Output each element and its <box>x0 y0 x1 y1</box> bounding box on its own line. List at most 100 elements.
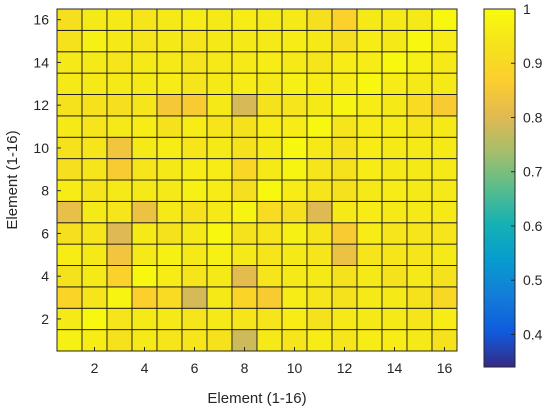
heatmap-cell <box>231 51 258 74</box>
heatmap-cell <box>406 307 433 331</box>
heatmap-cell <box>356 8 383 31</box>
heatmap-cell <box>431 200 458 224</box>
heatmap-cell <box>381 179 408 202</box>
y-tick-label: 8 <box>41 183 49 199</box>
y-axis-label: Element (1-16) <box>4 130 21 229</box>
heatmap-cell <box>281 158 308 181</box>
heatmap-cell <box>181 307 208 331</box>
heatmap-cell <box>181 179 208 202</box>
heatmap-cell <box>356 136 383 160</box>
colorbar-tick-label: 0.7 <box>523 164 543 180</box>
heatmap-cell <box>181 265 208 288</box>
heatmap-cell <box>306 72 333 95</box>
heatmap-cell <box>81 51 108 74</box>
heatmap-cell <box>206 72 233 95</box>
heatmap-cell <box>431 286 458 309</box>
heatmap-cell <box>206 222 233 245</box>
heatmap-cell <box>181 72 208 95</box>
heatmap-cell <box>231 265 258 288</box>
heatmap-cell <box>56 115 83 138</box>
heatmap-cell <box>156 51 183 74</box>
heatmap-cell <box>406 136 433 160</box>
heatmap-cell <box>131 29 158 53</box>
heatmap-cell <box>381 8 408 31</box>
heatmap-cell <box>156 29 183 53</box>
heatmap-cell <box>156 94 183 117</box>
heatmap-cell <box>381 158 408 181</box>
heatmap-cell <box>381 286 408 309</box>
heatmap-cell <box>181 200 208 224</box>
heatmap-cell <box>381 307 408 331</box>
x-tick-label: 6 <box>191 360 199 376</box>
heatmap-cell <box>206 51 233 74</box>
heatmap-cell <box>181 136 208 160</box>
heatmap-cell <box>331 51 358 74</box>
heatmap-cell <box>381 200 408 224</box>
heatmap-cell <box>331 29 358 53</box>
colorbar-tick-label: 0.8 <box>523 109 543 125</box>
heatmap-cell <box>231 29 258 53</box>
heatmap-cell <box>431 222 458 245</box>
heatmap-cell <box>306 94 333 117</box>
heatmap-cell <box>131 307 158 331</box>
heatmap-cell <box>106 72 133 95</box>
x-ticks: 2 4 6 8 10 12 14 16 <box>91 347 452 376</box>
heatmap-cell <box>256 222 283 245</box>
heatmap-cell <box>356 51 383 74</box>
heatmap-cell <box>356 329 383 352</box>
heatmap-cell <box>131 115 158 138</box>
heatmap-cell <box>156 72 183 95</box>
heatmap-cell <box>56 158 83 181</box>
heatmap-cell <box>356 243 383 266</box>
heatmap-cell <box>306 265 333 288</box>
heatmap-cell <box>206 329 233 352</box>
heatmap-cell <box>106 200 133 224</box>
heatmap-cell <box>81 265 108 288</box>
heatmap-cell <box>431 136 458 160</box>
heatmap-cell <box>331 179 358 202</box>
heatmap-cell <box>356 200 383 224</box>
heatmap-cell <box>431 265 458 288</box>
heatmap-cell <box>406 179 433 202</box>
heatmap-cell <box>256 243 283 266</box>
heatmap-cell <box>131 136 158 160</box>
heatmap-cell <box>206 94 233 117</box>
heatmap-cell <box>256 307 283 331</box>
heatmap-cell <box>181 115 208 138</box>
heatmap-cell <box>81 94 108 117</box>
heatmap-cell <box>56 72 83 95</box>
colorbar-tick-label: 0.9 <box>523 55 543 71</box>
heatmap-cell <box>281 51 308 74</box>
heatmap-cell <box>106 51 133 74</box>
heatmap-cell <box>281 8 308 31</box>
heatmap-cell <box>156 115 183 138</box>
x-tick-label: 10 <box>287 360 303 376</box>
heatmap-cell <box>381 72 408 95</box>
heatmap-cell <box>431 94 458 117</box>
heatmap-cell <box>256 200 283 224</box>
heatmap-cell <box>106 307 133 331</box>
heatmap-cell <box>381 222 408 245</box>
heatmap-cell <box>156 158 183 181</box>
heatmap-cell <box>106 136 133 160</box>
heatmap-cell <box>406 158 433 181</box>
heatmap-cell <box>256 329 283 352</box>
heatmap-cell <box>356 179 383 202</box>
heatmap-cell <box>231 179 258 202</box>
heatmap-cell <box>156 286 183 309</box>
heatmap-cell <box>231 136 258 160</box>
heatmap-cell <box>381 243 408 266</box>
x-tick-label: 2 <box>91 360 99 376</box>
heatmap-cell <box>331 243 358 266</box>
x-tick-label: 12 <box>337 360 353 376</box>
heatmap-cell <box>131 200 158 224</box>
heatmap-cell <box>256 94 283 117</box>
heatmap-cell <box>431 72 458 95</box>
heatmap-cell <box>81 115 108 138</box>
heatmap-cell <box>306 286 333 309</box>
heatmap-cell <box>206 265 233 288</box>
heatmap-cell <box>156 307 183 331</box>
heatmap-cell <box>231 307 258 331</box>
heatmap-cell <box>431 307 458 331</box>
heatmap-cell <box>306 8 333 31</box>
